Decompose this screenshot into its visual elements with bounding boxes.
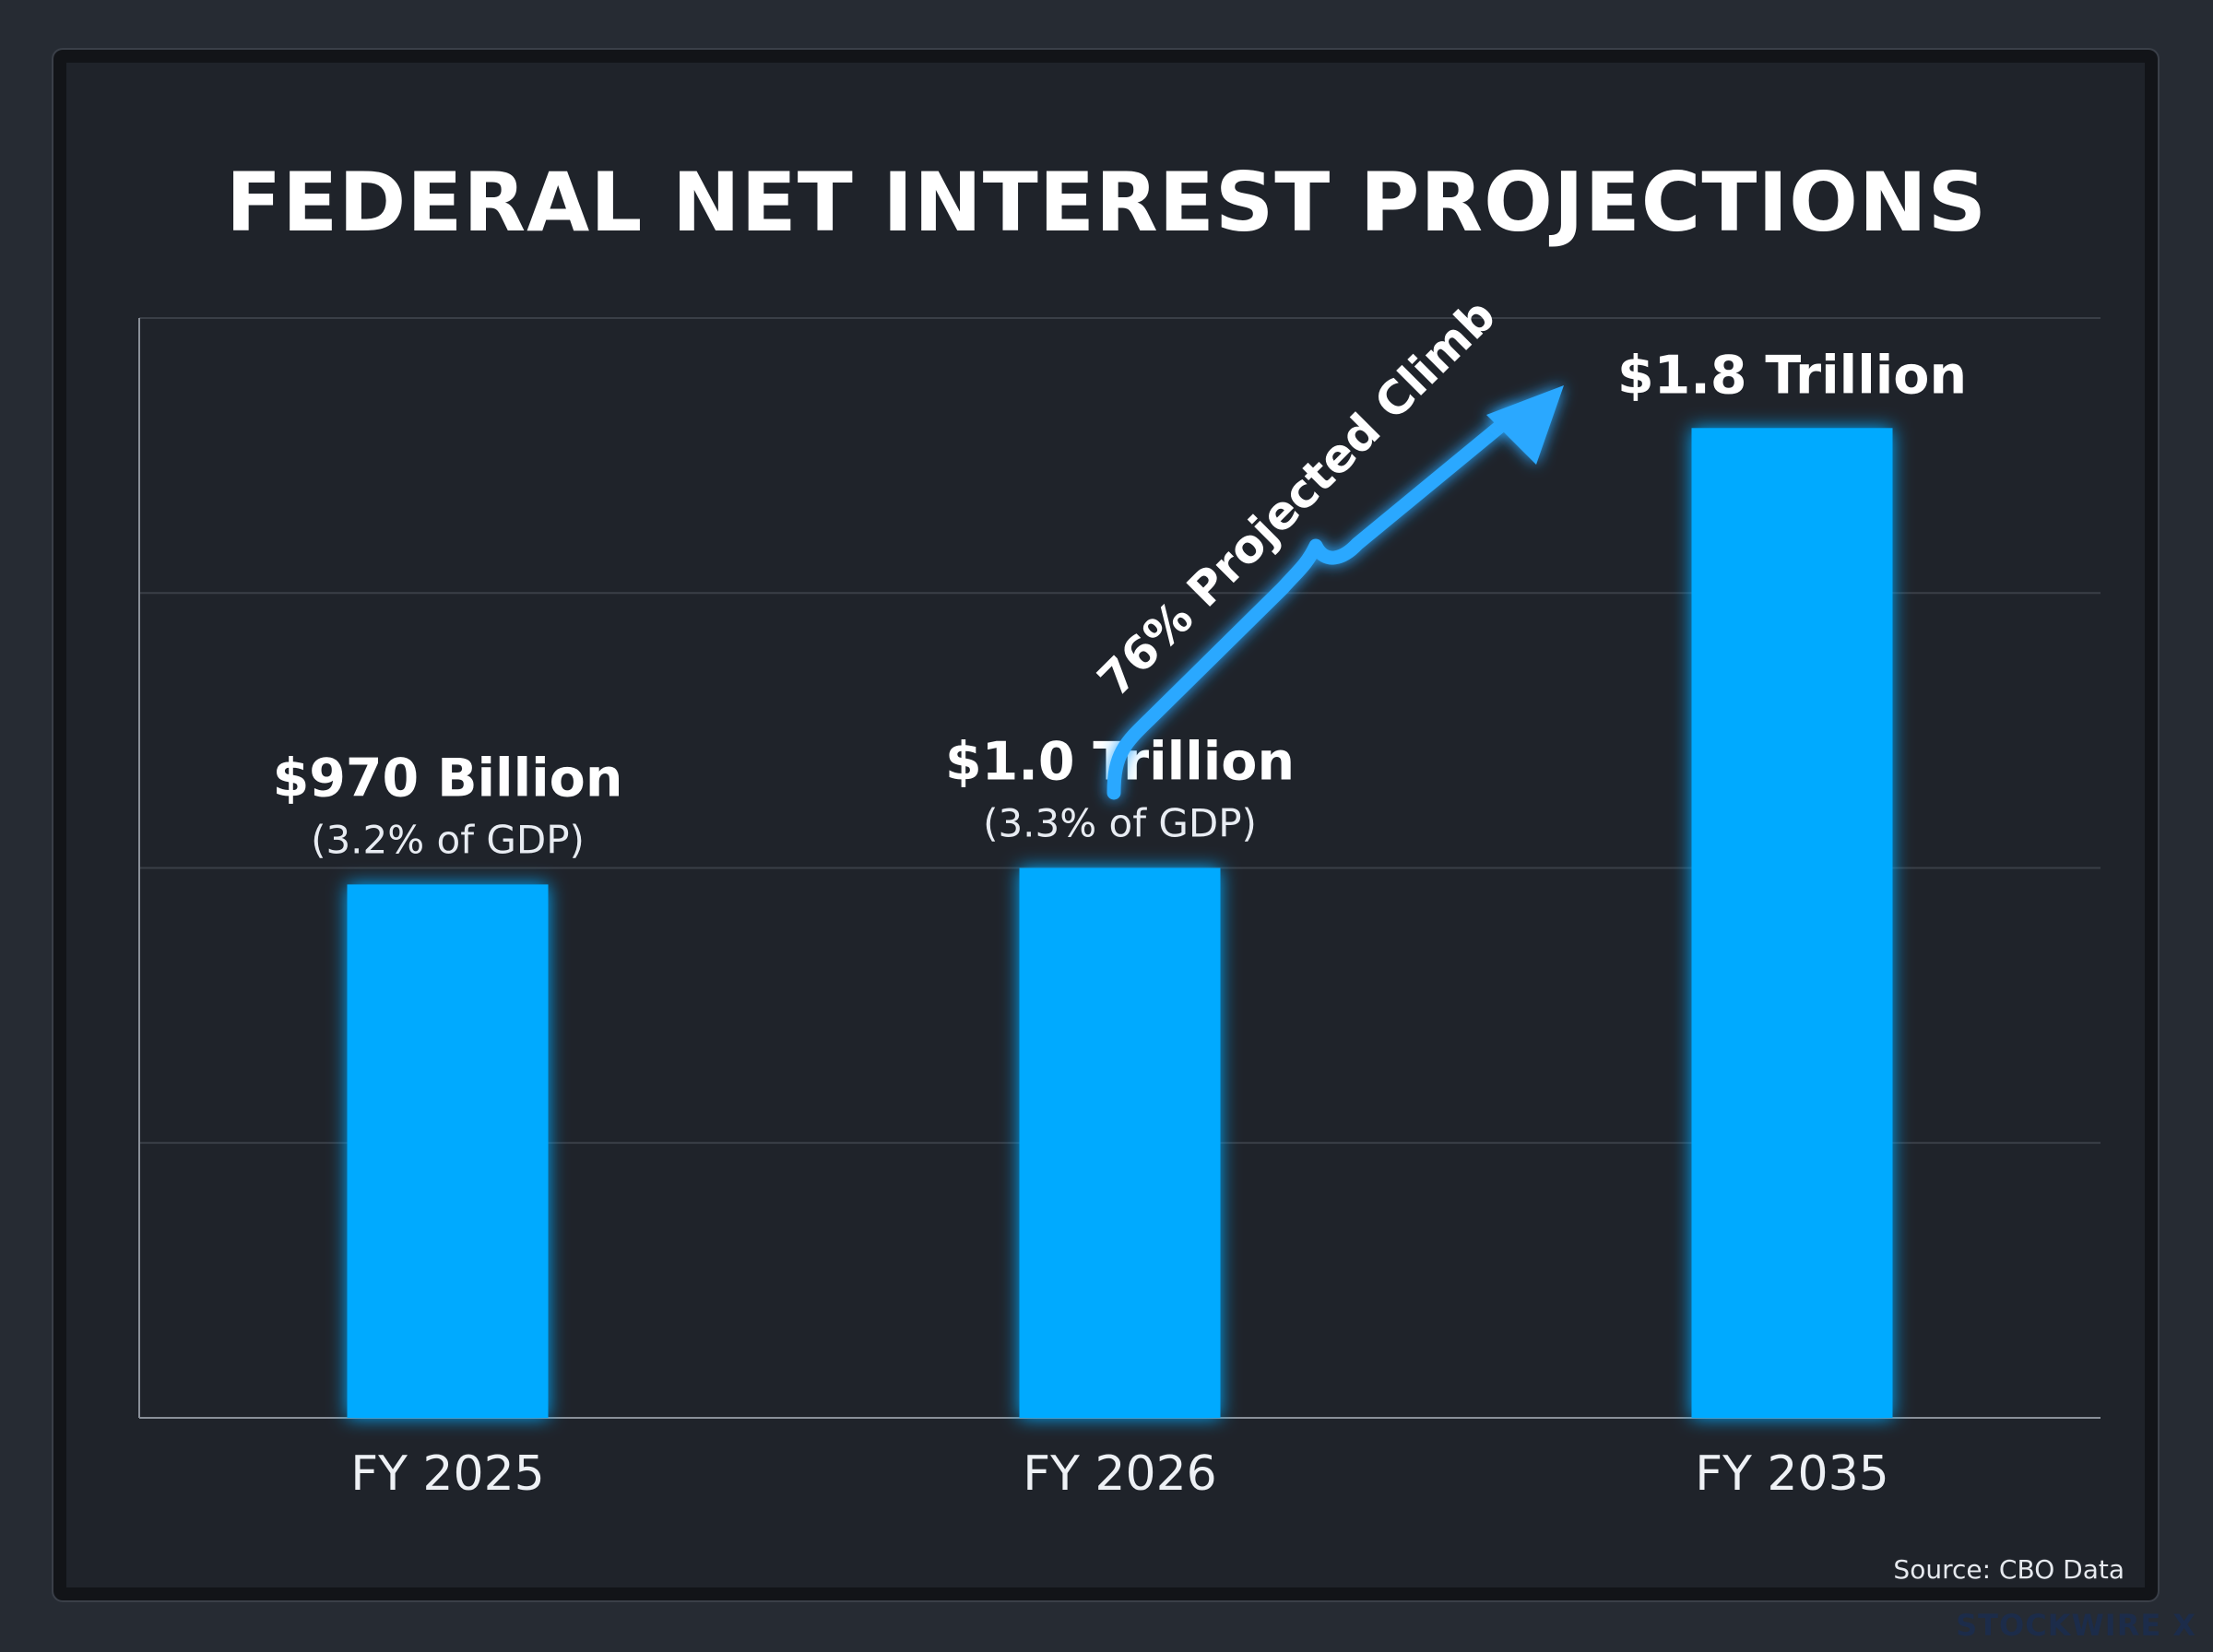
growth-arrow-curve [1106, 407, 1521, 800]
bar-gdp-label: (3.3% of GDP) [983, 801, 1257, 846]
bar-gdp-label: (3.2% of GDP) [311, 817, 585, 862]
bar-fy-2035 [1691, 428, 1893, 1418]
bars [347, 428, 1893, 1418]
chart-panel: FEDERAL NET INTEREST PROJECTIONS $970 Bi… [52, 48, 2160, 1602]
bar-value-label: $970 Billion [273, 748, 623, 808]
x-tick-label: FY 2025 [350, 1446, 545, 1502]
bar-fy-2025 [347, 884, 549, 1418]
chart-svg: FEDERAL NET INTEREST PROJECTIONS $970 Bi… [138, 155, 2124, 1585]
chart-title: FEDERAL NET INTEREST PROJECTIONS [226, 155, 1987, 250]
x-tick-label: FY 2026 [1023, 1446, 1217, 1502]
bar-value-label: $1.8 Trillion [1617, 345, 1967, 406]
x-tick-label: FY 2035 [1695, 1446, 1889, 1502]
growth-annotation: 76% Projected Climb [1087, 289, 1564, 800]
growth-annotation-label: 76% Projected Climb [1087, 289, 1505, 706]
source-note: Source: CBO Data [1893, 1554, 2124, 1585]
growth-arrow-head [1486, 385, 1564, 465]
watermark-logo: STOCKWIRE X [1956, 1608, 2196, 1643]
bar-fy-2026 [1019, 867, 1221, 1418]
bar-labels: $970 Billion(3.2% of GDP)FY 2025$1.0 Tri… [273, 345, 1967, 1502]
